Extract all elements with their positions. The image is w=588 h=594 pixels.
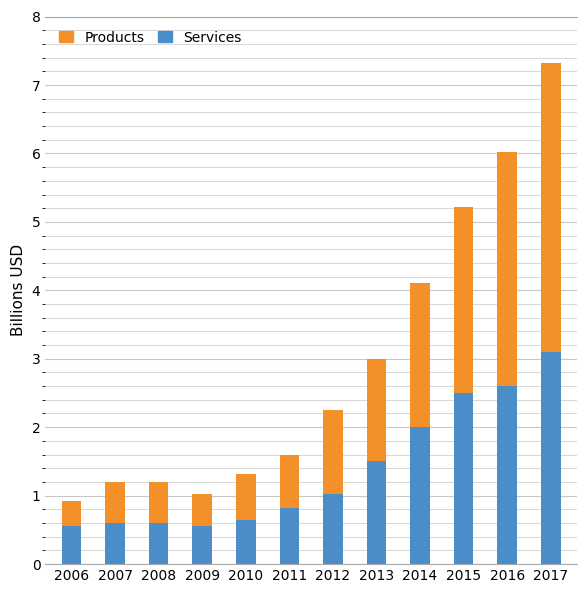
Bar	[105, 523, 125, 564]
Bar	[410, 427, 430, 564]
Bar	[192, 526, 212, 564]
Bar	[149, 523, 169, 564]
Bar	[236, 473, 256, 520]
Bar	[323, 494, 343, 564]
Bar	[323, 410, 343, 494]
Bar	[149, 482, 169, 523]
Y-axis label: Billions USD: Billions USD	[11, 244, 26, 336]
Legend: Products, Services: Products, Services	[52, 24, 249, 52]
Bar	[454, 393, 473, 564]
Bar	[367, 359, 386, 462]
Bar	[367, 462, 386, 564]
Bar	[497, 152, 517, 386]
Bar	[279, 454, 299, 508]
Bar	[279, 508, 299, 564]
Bar	[541, 352, 560, 564]
Bar	[62, 526, 81, 564]
Bar	[236, 520, 256, 564]
Bar	[410, 283, 430, 427]
Bar	[454, 207, 473, 393]
Bar	[105, 482, 125, 523]
Bar	[192, 494, 212, 526]
Bar	[62, 501, 81, 526]
Bar	[541, 63, 560, 352]
Bar	[497, 386, 517, 564]
